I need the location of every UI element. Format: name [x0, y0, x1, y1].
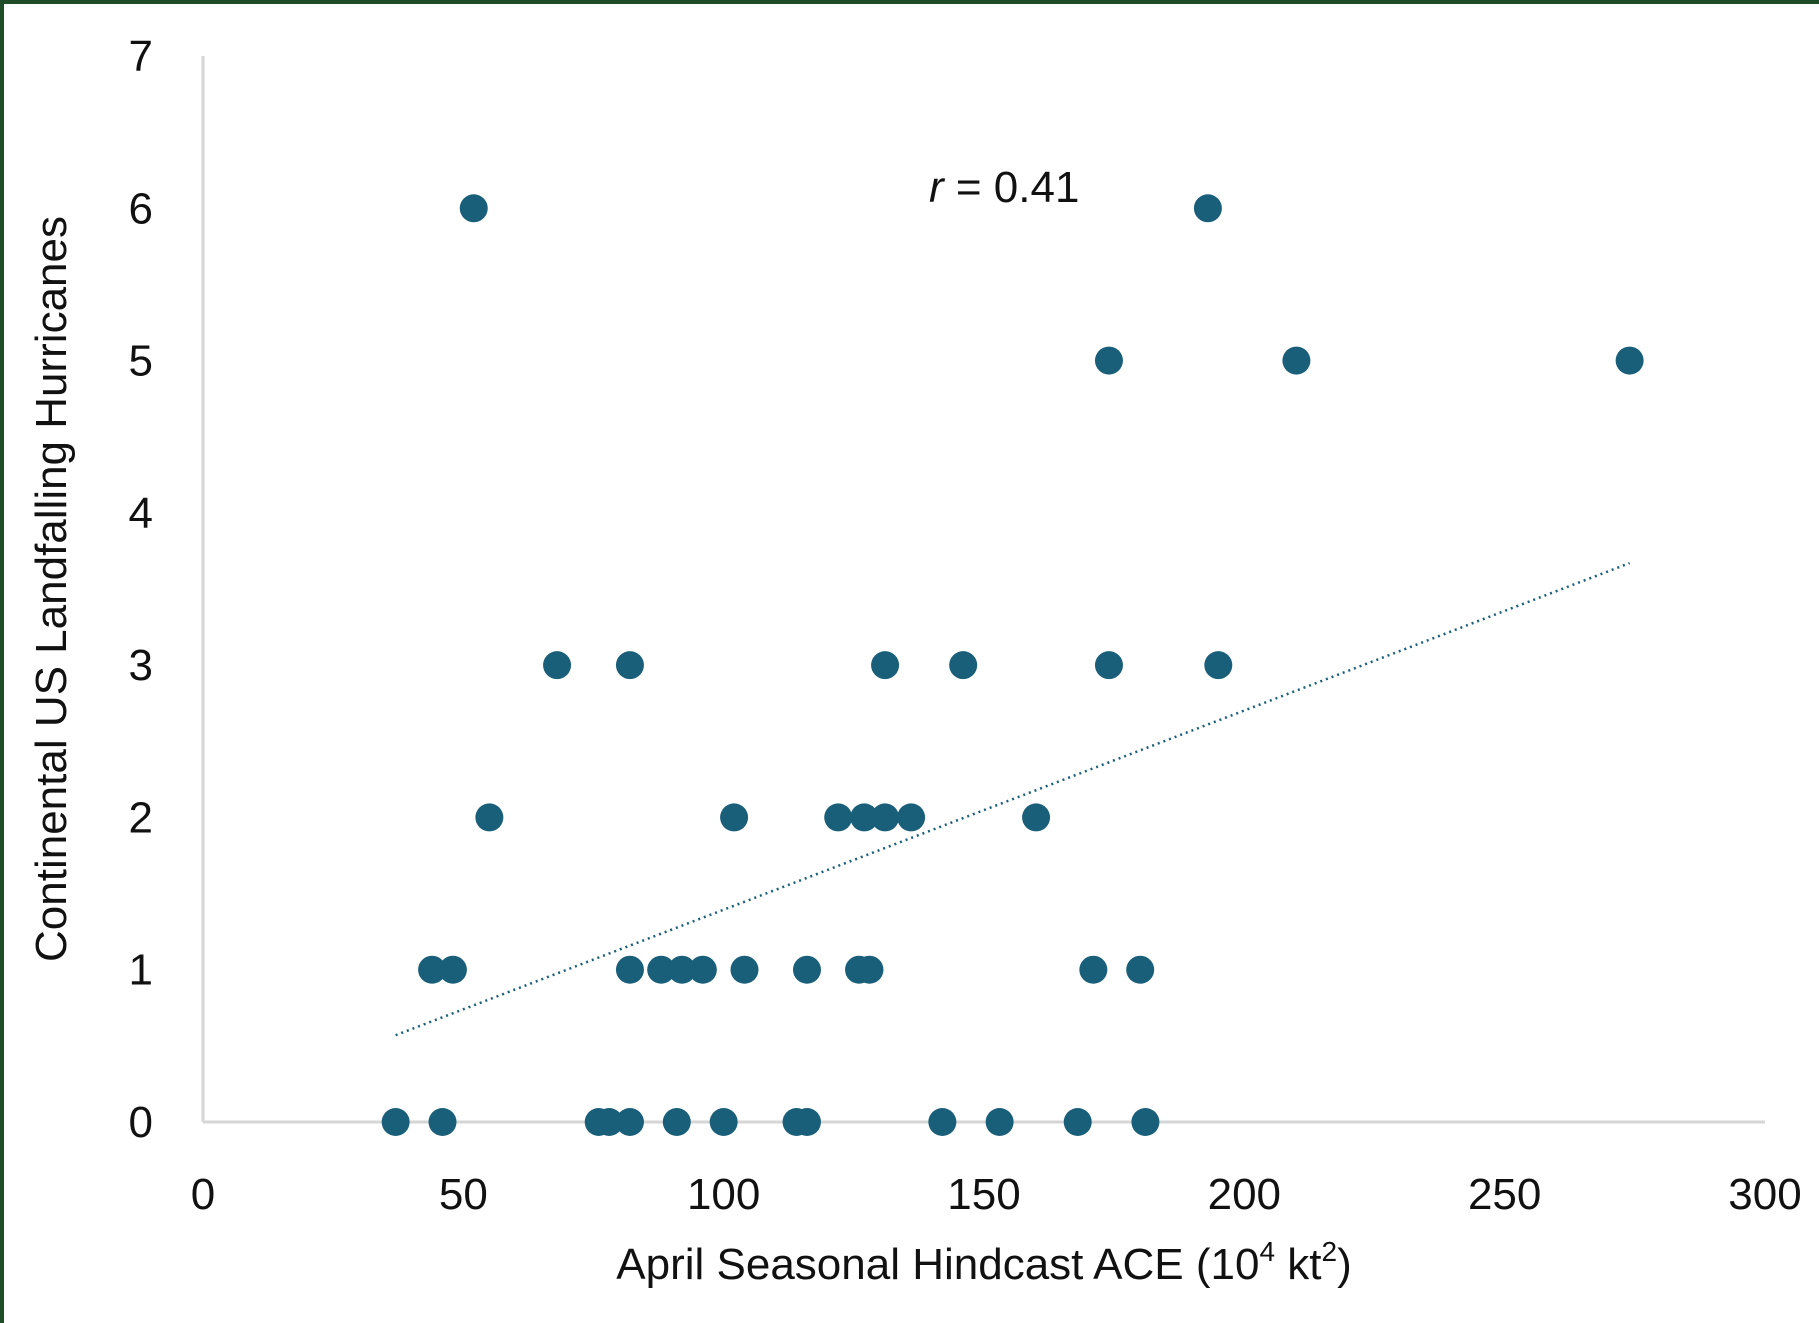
data-point: [1094, 346, 1123, 375]
data-point: [1094, 651, 1123, 680]
x-tick-label: 250: [1468, 1170, 1541, 1219]
data-point: [871, 651, 900, 680]
data-point: [459, 194, 488, 223]
data-point: [792, 955, 821, 984]
x-tick-labels: 0 50 100 150 200 250 300: [191, 1170, 1802, 1219]
chart-frame: 0 1 2 3 4 5 6 7 0 50 100 150 200 250 300 r = 0.41 Apr…: [4, 4, 1819, 1323]
x-tick-label: 200: [1208, 1170, 1281, 1219]
data-point: [1126, 955, 1155, 984]
data-point: [928, 1108, 957, 1136]
correlation-annotation: r = 0.41: [929, 163, 1079, 212]
data-point: [1063, 1108, 1092, 1136]
y-tick-label: 4: [129, 489, 153, 538]
data-point: [897, 803, 926, 832]
x-tick-label: 150: [947, 1170, 1020, 1219]
x-tick-label: 100: [687, 1170, 760, 1219]
data-point: [1131, 1108, 1160, 1136]
y-tick-label: 3: [129, 641, 153, 690]
scatter-chart: 0 1 2 3 4 5 6 7 0 50 100 150 200 250 300 r = 0.41 Apr…: [27, 32, 1802, 1289]
x-axis-title: April Seasonal Hindcast ACE (104 kt2): [616, 1236, 1352, 1289]
x-tick-label: 300: [1728, 1170, 1801, 1219]
data-point: [428, 1108, 457, 1136]
axes: [201, 56, 1765, 1124]
data-point: [1193, 194, 1222, 223]
y-tick-label: 0: [129, 1098, 153, 1147]
data-point: [615, 651, 644, 680]
data-point: [855, 955, 884, 984]
data-point: [662, 1108, 691, 1136]
data-point: [615, 1108, 644, 1136]
data-points: [381, 194, 1644, 1136]
data-point: [1079, 955, 1108, 984]
data-point: [418, 955, 447, 984]
data-point: [1615, 346, 1644, 375]
y-axis-title: Continental US Landfalling Hurricanes: [27, 216, 76, 962]
y-tick-label: 6: [129, 184, 153, 233]
y-tick-label: 5: [129, 337, 153, 386]
data-point: [1282, 346, 1311, 375]
data-point: [438, 955, 467, 984]
y-tick-label: 7: [129, 32, 153, 81]
data-point: [543, 651, 572, 680]
data-point: [720, 803, 749, 832]
data-point: [985, 1108, 1014, 1136]
y-tick-label: 1: [129, 946, 153, 995]
data-point: [871, 803, 900, 832]
y-tick-labels: 0 1 2 3 4 5 6 7: [129, 32, 153, 1147]
data-point: [730, 955, 759, 984]
trendline: [395, 561, 1631, 1037]
data-point: [475, 803, 504, 832]
data-point: [1204, 651, 1233, 680]
data-point: [688, 955, 717, 984]
data-point: [824, 803, 853, 832]
data-point: [850, 803, 879, 832]
data-point: [668, 955, 697, 984]
data-point: [792, 1108, 821, 1136]
data-point: [949, 651, 978, 680]
data-point: [647, 955, 676, 984]
data-point: [1022, 803, 1051, 832]
x-tick-label: 50: [439, 1170, 488, 1219]
data-point: [615, 955, 644, 984]
y-tick-label: 2: [129, 793, 153, 842]
data-point: [709, 1108, 738, 1136]
x-tick-label: 0: [191, 1170, 215, 1219]
data-point: [381, 1108, 410, 1136]
data-point: [595, 1108, 624, 1136]
